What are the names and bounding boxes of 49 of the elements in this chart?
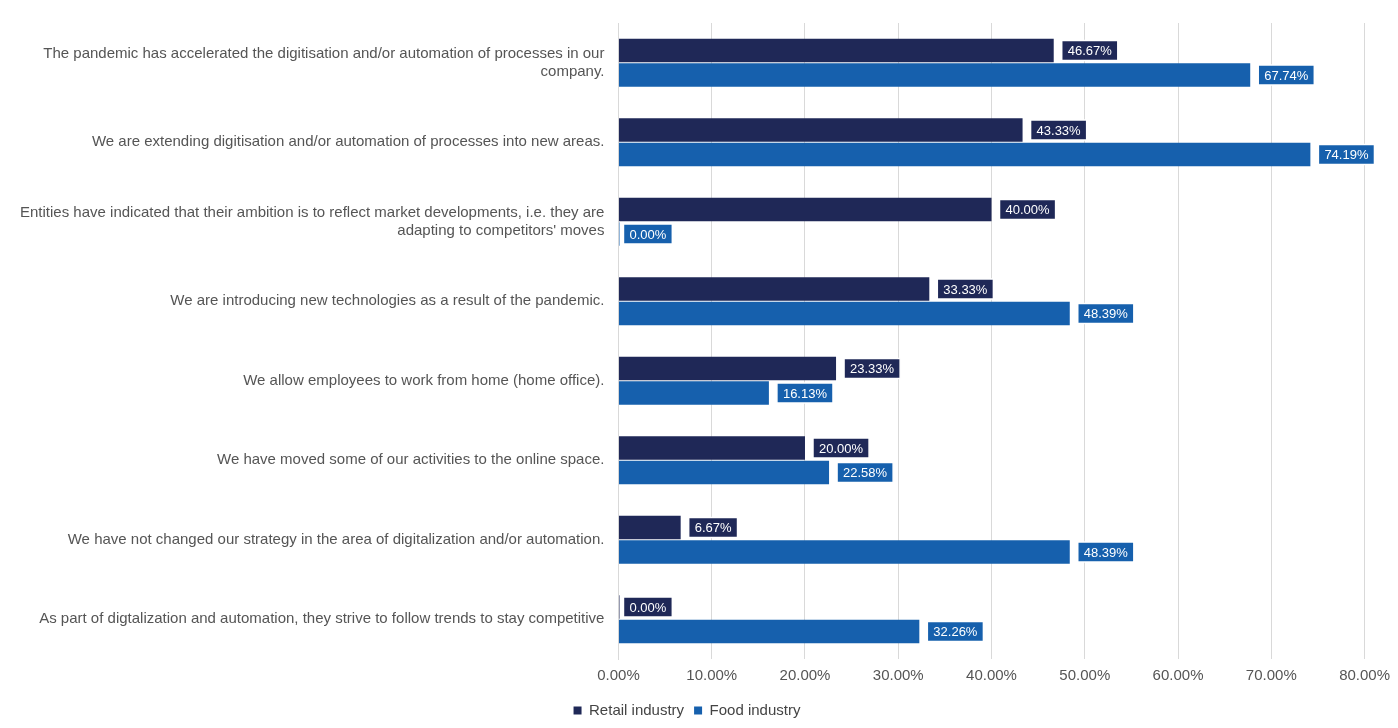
bar xyxy=(618,460,830,485)
bar xyxy=(618,63,1251,87)
bar xyxy=(618,619,920,644)
x-tick-label: 40.00% xyxy=(966,666,1017,684)
x-tick-label: 50.00% xyxy=(1059,666,1111,684)
data-label: 0.00% xyxy=(629,226,667,242)
bar xyxy=(618,38,1054,63)
bar xyxy=(618,515,681,540)
data-label: 67.74% xyxy=(1264,67,1309,83)
bar xyxy=(618,142,1311,167)
y-tick-label: We allow employees to work from home (home office). xyxy=(243,370,605,388)
y-tick-label: We are introducing new technologies as a result of the pandemic. xyxy=(170,291,605,309)
bar xyxy=(618,301,1070,326)
data-label: 33.33% xyxy=(943,281,988,297)
legend-label: Retail industry xyxy=(589,700,685,718)
x-tick-label: 0.00% xyxy=(597,666,640,684)
data-label: 6.67% xyxy=(694,520,732,536)
x-tick-label: 10.00% xyxy=(686,666,738,684)
data-label: 22.58% xyxy=(843,465,888,481)
bar xyxy=(618,540,1070,564)
bar xyxy=(618,356,837,381)
y-tick-label: We are extending digitisation and/or automation of processes into new areas. xyxy=(91,132,605,150)
data-label: 46.67% xyxy=(1067,43,1113,59)
bar xyxy=(618,197,992,222)
data-label: 16.13% xyxy=(782,385,828,401)
bar xyxy=(618,381,769,405)
x-tick-label: 30.00% xyxy=(872,666,924,684)
bar xyxy=(618,277,930,301)
y-tick-label: Entities have indicated that their ambition is to reflect market developments, i.e. they are adapting to competitors' moves xyxy=(20,202,605,238)
data-label: 0.00% xyxy=(629,599,667,615)
data-label: 48.39% xyxy=(1083,306,1129,322)
y-tick-label: As part of digtalization and automation, they strive to follow trends to stay competitive xyxy=(39,609,605,627)
data-label: 32.26% xyxy=(933,624,978,640)
data-label: 43.33% xyxy=(1036,122,1082,138)
data-label: 20.00% xyxy=(818,440,864,456)
x-tick-label: 60.00% xyxy=(1152,666,1204,684)
x-tick-label: 80.00% xyxy=(1339,666,1390,684)
data-label: 23.33% xyxy=(850,361,895,377)
y-tick-label: The pandemic has accelerated the digitisation and/or automation of processes in our company. xyxy=(43,43,605,79)
y-tick-label: We have not changed our strategy in the area of digitalization and/or automation. xyxy=(67,529,605,547)
bar xyxy=(618,118,1023,142)
bar xyxy=(618,436,805,460)
data-label: 40.00% xyxy=(1005,202,1051,218)
x-tick-label: 20.00% xyxy=(779,666,831,684)
x-tick-label: 70.00% xyxy=(1245,666,1297,684)
legend-label: Food industry xyxy=(709,700,801,718)
data-label: 74.19% xyxy=(1324,147,1369,163)
data-label: 48.39% xyxy=(1083,544,1129,560)
y-tick-label: We have moved some of our activities to the online space. xyxy=(217,450,605,468)
